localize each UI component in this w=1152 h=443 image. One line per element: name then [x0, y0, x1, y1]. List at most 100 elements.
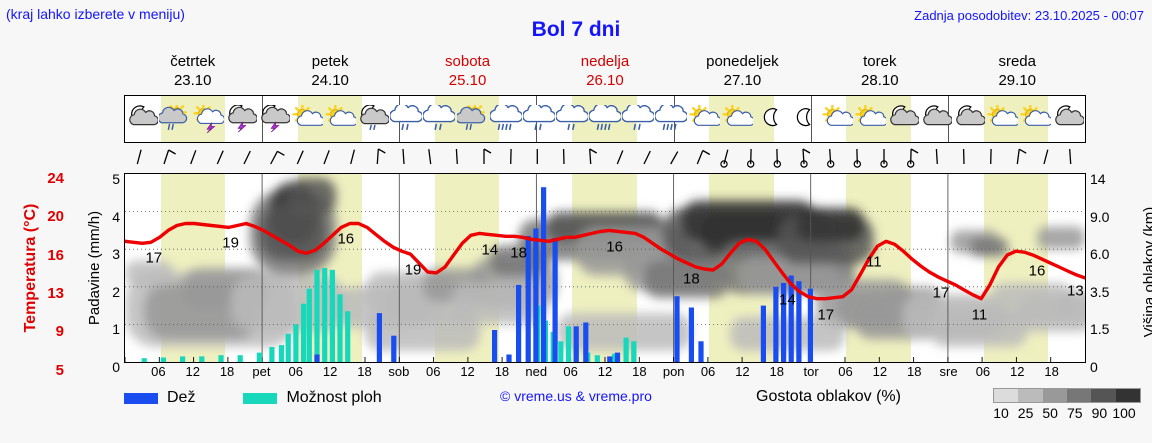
weather-icon-sun-cloud-drizzle — [456, 96, 489, 142]
day-header-5: ponedeljek 27.10 — [674, 52, 811, 92]
x-tick-label: 06 — [838, 364, 853, 379]
day-date: 24.10 — [311, 72, 349, 89]
grid-layer — [125, 174, 1085, 362]
day-date: 23.10 — [173, 72, 212, 89]
weather-icon-sun-cloud — [1019, 96, 1052, 142]
x-tick-label: 18 — [494, 364, 510, 379]
day-separator — [810, 96, 812, 142]
temperature-tick: 9 — [55, 323, 64, 341]
weather-icon-sun-cloud — [324, 96, 357, 142]
cloud-height-tick: 0 — [1090, 359, 1098, 375]
day-date: 29.10 — [998, 72, 1037, 89]
day-name: sreda — [998, 53, 1036, 70]
forecast-plot[interactable]: 17 19 16 19 14 18 16 18 14 17 11 17 11 16 13 — [124, 173, 1086, 363]
precipitation-tick: 4 — [112, 208, 120, 225]
day-header-row: četrtek 23.10 petek 24.10 sobota 25.10 nedelja… — [124, 52, 1086, 92]
x-tick-label: 18 — [1044, 364, 1059, 379]
weather-icon-cloud-drizzle — [390, 96, 423, 142]
cloud-height-tick: 6.0 — [1090, 246, 1110, 263]
cloud-density-colorbar — [993, 388, 1141, 403]
cloud-height-axis-title: Višina oblakov (km) — [1124, 172, 1152, 372]
last-update-label: Zadnja posodobitev: 23.10.2025 - 00:07 — [914, 8, 1144, 23]
temperature-value-label: 11 — [866, 253, 882, 271]
temperature-value-label: 16 — [606, 238, 623, 256]
cloud-height-tick: 9.0 — [1090, 208, 1110, 225]
cloud-density-swatch-10 — [994, 389, 1019, 402]
weather-icon-sun-cloud-thunder — [191, 96, 224, 142]
weather-icon-cloud-drizzle — [622, 96, 655, 142]
copyright-link[interactable]: © vreme.us & vreme.pro — [500, 388, 652, 404]
temperature-value-label: 18 — [683, 270, 700, 288]
day-date: 27.10 — [723, 72, 762, 89]
x-tick-label: 06 — [700, 364, 716, 379]
x-tick-label: 18 — [219, 364, 235, 379]
cloud-density-swatch-90 — [1091, 389, 1116, 402]
weather-icon-night-cloud-thunder — [257, 96, 290, 142]
day-name: četrtek — [170, 53, 216, 70]
x-tick-label: 06 — [425, 364, 441, 379]
x-tick-label: 06 — [288, 364, 304, 379]
x-tick-label: 12 — [460, 364, 475, 379]
weather-icon-cloud-drizzle — [522, 96, 555, 142]
precipitation-tick: 3 — [112, 246, 120, 263]
x-tick-label: 12 — [1010, 364, 1025, 379]
cloud-density-tick: 25 — [1017, 405, 1034, 421]
page-title: Bol 7 dni — [531, 18, 621, 41]
temperature-value-label: 16 — [337, 230, 355, 248]
precipitation-legend: Dež Možnost ploh — [124, 386, 724, 410]
x-tick-label: tor — [803, 364, 819, 379]
x-tick-label: pon — [662, 364, 685, 379]
weather-icon-night-cloudy — [953, 96, 986, 142]
cloud-density-tick: 100 — [1112, 405, 1136, 421]
weather-icon-night-cloud-thunder — [224, 96, 257, 142]
weather-icon-band — [124, 95, 1086, 143]
weather-icon-moon — [787, 96, 820, 142]
x-tick-label: sre — [939, 364, 958, 379]
day-header-3: sobota 25.10 — [399, 52, 536, 92]
weather-icon-cloud-rain — [489, 96, 522, 142]
day-name: ponedeljek — [706, 53, 779, 70]
weather-icon-sun-cloud — [291, 96, 324, 142]
precipitation-tick: 1 — [112, 321, 120, 338]
temperature-value-label: 13 — [1067, 282, 1084, 300]
x-tick-label: 06 — [975, 364, 991, 379]
weather-icon-moon — [754, 96, 787, 142]
precipitation-axis-title: Padavine (mm/h) — [70, 172, 103, 364]
weather-icon-night-cloudy — [1052, 96, 1085, 142]
x-tick-label: 12 — [322, 364, 338, 379]
cloud-height-tick: 1.5 — [1090, 321, 1110, 338]
temperature-value-label: 19 — [222, 234, 239, 252]
temperature-value-label: 17 — [145, 249, 163, 267]
cloud-height-tick: 3.5 — [1090, 283, 1110, 300]
x-tick-label: 18 — [632, 364, 647, 379]
day-name: torek — [863, 53, 897, 70]
weather-icon-sun-cloud — [721, 96, 754, 142]
precipitation-bars-layer — [125, 174, 1085, 362]
day-header-2: petek 24.10 — [261, 52, 398, 92]
rain-legend-label: Dež — [167, 389, 196, 406]
x-tick-label: ned — [525, 364, 548, 379]
weather-icon-sun-cloud — [986, 96, 1019, 142]
cloud-density-legend-title: Gostota oblakov (%) — [756, 388, 901, 405]
cloud-height-axis-title-text: Višina oblakov (km) — [1141, 206, 1152, 338]
location-menu-note[interactable]: (kraj lahko izberete v meniju) — [6, 6, 185, 22]
weather-icon-sun-cloud — [853, 96, 886, 142]
temperature-tick: 20 — [47, 208, 64, 226]
day-name: petek — [311, 53, 349, 70]
weather-icon-night-cloudy — [886, 96, 919, 142]
cloud-density-swatch-100 — [1115, 389, 1140, 402]
weather-icon-night-cloud-drizzle — [357, 96, 390, 142]
x-tick-label: 12 — [872, 364, 888, 379]
x-tick-label: sob — [388, 364, 410, 379]
day-name: nedelja — [580, 53, 630, 70]
day-header-1: četrtek 23.10 — [124, 52, 261, 92]
temperature-value-label: 19 — [404, 261, 422, 279]
day-header-4: nedelja 26.10 — [536, 52, 673, 92]
cloud-density-tick: 50 — [1042, 405, 1058, 421]
cloud-density-swatch-50 — [1042, 389, 1067, 402]
cloud-density-legend: Gostota oblakov (%) 10 25 50 75 90 100 — [746, 386, 1146, 428]
cloud-density-tick: 75 — [1067, 405, 1083, 421]
day-date: 25.10 — [448, 72, 487, 89]
cloud-height-tick: 14 — [1090, 171, 1106, 187]
showers-legend-swatch — [243, 392, 278, 404]
